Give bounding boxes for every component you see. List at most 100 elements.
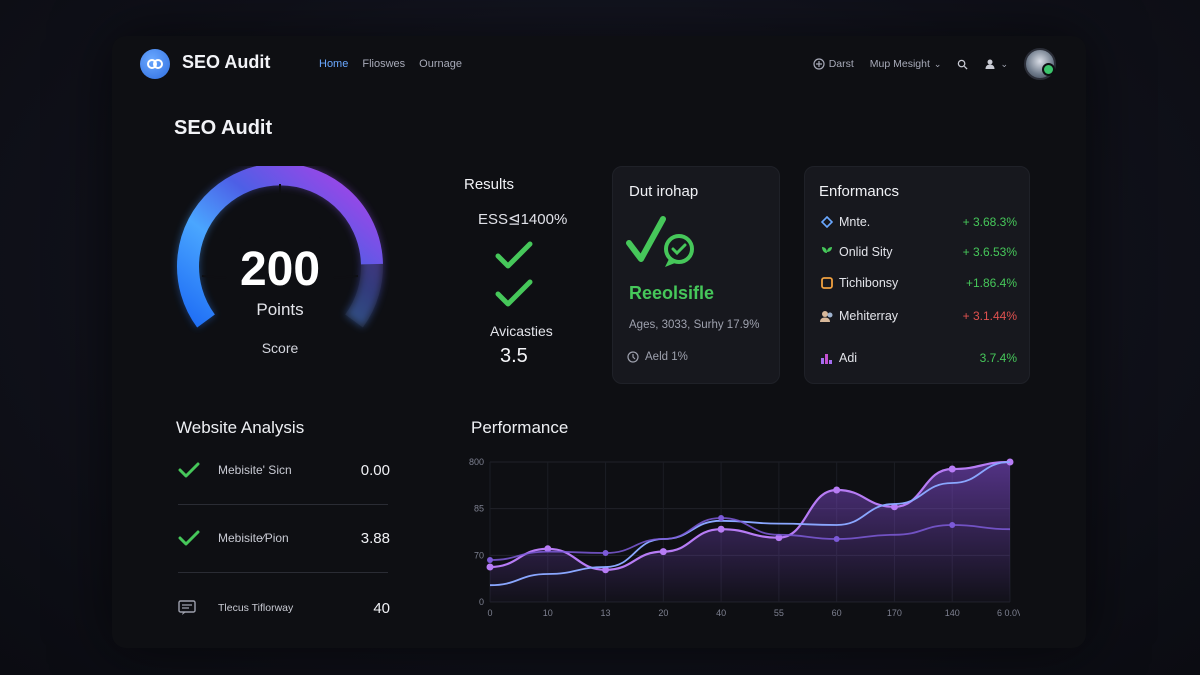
performance-chart: 0 70 85 800 0 10 13 20 40 55 60 170 140 6 0.0V [469,457,1020,618]
results-value: 3.5 [500,345,528,367]
clock-icon [627,351,639,363]
data-point [487,557,493,563]
analysis-row-name: Mebisite' Sicn [218,463,292,477]
metric-delta: 3.7.4% [979,351,1017,365]
status-card-heading: Dut irohap [629,183,699,200]
results-panel: Results ESS⊴1400% Avicasties 3.5 [464,176,594,367]
status-footer: Aeld 1% [627,351,688,363]
x-tick-label: 60 [832,608,842,618]
status-meta: Ages, 3033, Surhy 17.9% [629,319,760,331]
x-tick-label: 20 [658,608,668,618]
series-line [489,461,1011,587]
analysis-row[interactable]: Mebisite' Sicn 0.00 [178,450,390,490]
app-title: SEO Audit [182,52,271,72]
search-button[interactable] [957,59,968,70]
data-point [890,503,898,511]
data-point [602,566,610,574]
data-point [948,465,956,473]
y-tick-label: 85 [474,504,484,514]
status-text: Reeolsifle [629,283,715,303]
results-subheading: ESS⊴1400% [478,211,568,228]
data-point [949,522,956,528]
square-icon [819,275,835,291]
nav-home[interactable]: Home [319,58,349,70]
top-actions: Darst Mup Mesight ⌄ ⌄ [813,48,1056,80]
metric-name: Adi [839,351,858,365]
nav-flioswes[interactable]: Flioswes [362,58,406,70]
nav-ournage[interactable]: Ournage [419,58,462,70]
metric-row[interactable]: Tichibonsy +1.86.4% [819,275,1017,291]
metric-row[interactable]: Onlid Sity + 3.6.53% [819,244,1017,260]
performance-card: Enformancs Mnte. + 3.68.3% Onlid Sity + … [804,166,1030,384]
metric-row[interactable]: Mehiterray + 3.1.44% [819,308,1017,324]
results-label: Avicasties [490,323,553,339]
data-point [775,534,783,542]
user-icon [985,59,995,69]
dash-button[interactable]: Darst [813,58,854,70]
data-point [718,515,725,521]
data-point [602,550,609,556]
gauge-unit: Points [256,300,304,319]
y-tick-label: 0 [479,597,484,607]
main-nav: Home Flioswes Ournage [319,58,462,70]
x-tick-label: 140 [945,608,960,618]
performance-chart-title: Performance [471,418,569,437]
metric-delta: + 3.6.53% [962,245,1017,259]
metric-delta: + 3.68.3% [962,215,1017,229]
score-gauge [177,166,383,328]
x-tick-label: 13 [601,608,611,618]
series-line [489,460,1011,571]
divider [178,572,388,573]
analysis-row[interactable]: Tlecus Tiflorway 40 [178,588,390,628]
gauge-ticks [201,184,359,279]
metric-name: Tichibonsy [839,276,899,290]
analysis-row-name: Mebisite⁄Pion [218,531,289,545]
chevron-down-icon: ⌄ [1000,58,1008,69]
gauge-label: Score [261,340,299,356]
series-area [490,462,1010,602]
analysis-row-value: 0.00 [360,461,390,479]
check-icon [178,530,202,546]
user-menu[interactable]: ⌄ [984,58,1008,70]
search-icon [958,59,968,70]
analysis-row[interactable]: Mebisite⁄Pion 3.88 [178,518,390,558]
check-chat-icon [626,216,694,267]
x-tick-label: 40 [716,608,726,618]
check-icon [495,279,533,307]
series-line [489,517,1011,561]
data-point [659,548,667,556]
metric-row[interactable]: Adi 3.7.4% [819,350,1017,366]
metric-name: Mnte. [839,215,871,229]
check-icon [178,462,202,478]
page-title: SEO Audit [174,117,273,139]
x-tick-label: 170 [887,608,902,618]
metric-row[interactable]: Mnte. + 3.68.3% [819,214,1017,230]
analysis-row-value: 40 [373,599,390,617]
menu-dropdown[interactable]: Mup Mesight ⌄ [870,58,942,70]
app-window: SEO Audit Home Flioswes Ournage Darst Mu… [112,36,1086,648]
results-heading: Results [464,176,515,193]
chevron-down-icon: ⌄ [933,58,942,69]
status-card: Dut irohap Reeolsifle Ages, 3033, Surhy … [612,166,780,384]
diamond-icon [819,214,835,230]
y-tick-label: 800 [469,457,484,467]
metric-delta: + 3.1.44% [962,309,1017,323]
y-tick-label: 70 [474,550,484,560]
metric-name: Mehiterray [839,309,899,323]
plus-circle-icon [813,58,825,70]
gauge-value: 200 [239,243,321,296]
metric-name: Onlid Sity [839,245,893,259]
analysis-row-value: 3.88 [360,529,390,547]
x-tick-label: 55 [774,608,784,618]
chart-icon [819,350,835,366]
avatar[interactable] [1024,48,1056,80]
comment-icon [178,600,202,616]
x-tick-label: 10 [543,608,553,618]
data-point [717,525,725,533]
data-point [833,486,841,494]
data-point [486,563,494,571]
logo-icon[interactable] [140,49,170,79]
plant-icon [819,244,835,260]
metric-delta: +1.86.4% [965,276,1017,290]
people-icon [819,308,835,324]
